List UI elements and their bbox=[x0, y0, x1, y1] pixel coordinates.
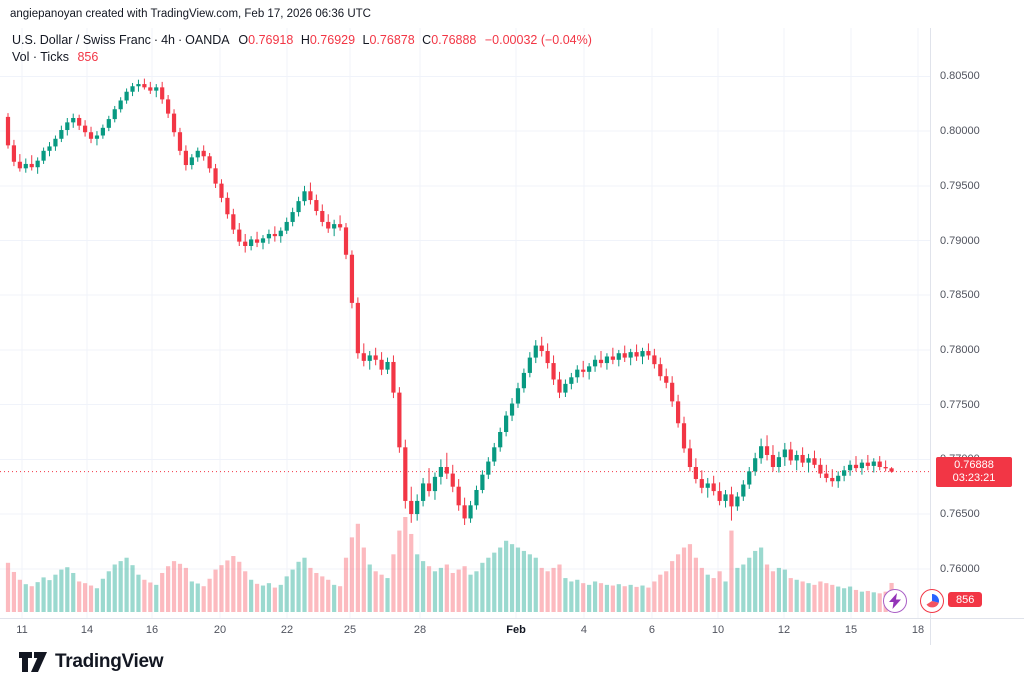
price-axis-label: 0.78000 bbox=[940, 343, 980, 356]
ohlc-high: H0.76929 bbox=[300, 33, 356, 47]
volume-label: Vol · Ticks bbox=[12, 50, 69, 64]
ohlc-close: C0.76888 bbox=[422, 33, 477, 47]
time-axis-label: 25 bbox=[343, 624, 357, 636]
price-axis-label: 0.76500 bbox=[940, 508, 980, 521]
time-axis-label: 11 bbox=[16, 624, 28, 636]
price-axis-label: 0.80500 bbox=[940, 70, 980, 83]
lightning-icon bbox=[889, 593, 901, 609]
price-axis-label: 0.78500 bbox=[940, 289, 980, 302]
attribution-text: angiepanoyan created with TradingView.co… bbox=[10, 8, 371, 20]
ohlc-open: O0.76918 bbox=[238, 33, 294, 47]
candlestick-chart[interactable] bbox=[0, 28, 930, 618]
stats-button[interactable] bbox=[920, 589, 944, 613]
price-axis-label: 0.79500 bbox=[940, 179, 980, 192]
tradingview-logo-icon bbox=[19, 652, 47, 672]
time-axis-label: 15 bbox=[844, 624, 858, 636]
price-axis[interactable] bbox=[930, 28, 1024, 645]
volume-legend[interactable]: Vol · Ticks 856 bbox=[12, 50, 98, 64]
time-axis-label: Feb bbox=[506, 624, 526, 636]
exchange-label: OANDA bbox=[185, 33, 229, 47]
interval-label: 4h bbox=[161, 33, 175, 47]
symbol-name: U.S. Dollar / Swiss Franc bbox=[12, 33, 151, 47]
time-axis-label: 14 bbox=[80, 624, 94, 636]
current-price-badge[interactable]: 0.76888 03:23:21 bbox=[936, 456, 1012, 487]
volume-value: 856 bbox=[77, 50, 99, 64]
bar-countdown: 03:23:21 bbox=[952, 471, 996, 484]
time-axis-label: 6 bbox=[648, 624, 656, 636]
time-axis-label: 20 bbox=[213, 624, 227, 636]
time-axis-label: 4 bbox=[580, 624, 588, 636]
ohlc-low: L0.76878 bbox=[362, 33, 415, 47]
price-axis-label: 0.80000 bbox=[940, 125, 980, 138]
time-axis-label: 28 bbox=[413, 624, 427, 636]
symbol-legend[interactable]: U.S. Dollar / Swiss Franc · 4h · OANDA O0.76… bbox=[12, 33, 592, 47]
tradingview-logo[interactable]: TradingView bbox=[18, 650, 164, 674]
donut-chart-icon bbox=[926, 594, 940, 608]
tradingview-logo-text: TradingView bbox=[55, 651, 164, 672]
time-axis-label: 22 bbox=[280, 624, 294, 636]
price-axis-label: 0.79000 bbox=[940, 234, 980, 247]
price-axis-label: 0.76000 bbox=[940, 562, 980, 575]
price-axis-label: 0.77500 bbox=[940, 398, 980, 411]
time-axis-label: 12 bbox=[777, 624, 791, 636]
time-axis-separator bbox=[0, 618, 1024, 619]
time-axis-label: 18 bbox=[911, 624, 925, 636]
time-axis-label: 10 bbox=[711, 624, 725, 636]
time-axis-label: 16 bbox=[145, 624, 159, 636]
volume-axis-badge: 856 bbox=[948, 592, 983, 607]
lightning-button[interactable] bbox=[883, 589, 907, 613]
current-price-value: 0.76888 bbox=[954, 458, 994, 471]
change-value: −0.00032 (−0.04%) bbox=[484, 33, 592, 47]
